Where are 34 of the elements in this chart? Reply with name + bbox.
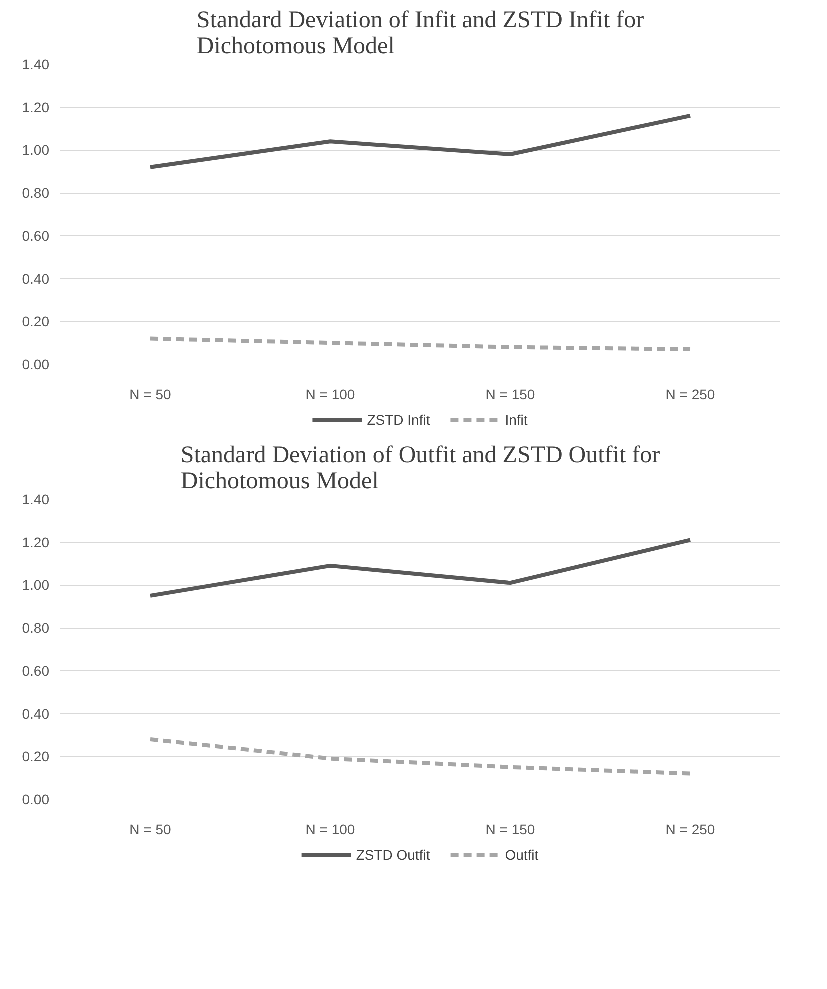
chart-title: Standard Deviation of Outfit and ZSTD Outfit for Dichotomous Model xyxy=(180,442,660,494)
x-tick-label: N = 150 xyxy=(486,386,536,402)
y-tick-label: 0.20 xyxy=(22,748,50,765)
y-tick-label: 0.60 xyxy=(22,662,50,679)
x-tick-label: N = 150 xyxy=(486,822,536,838)
y-tick-label: 0.80 xyxy=(22,185,50,202)
x-tick-label: N = 50 xyxy=(130,386,172,402)
legend-label: Infit xyxy=(505,412,528,428)
legend-label: ZSTD Infit xyxy=(367,412,430,428)
line-series xyxy=(148,336,692,352)
y-tick-label: 0.20 xyxy=(22,314,50,330)
x-tick-label: N = 250 xyxy=(666,822,716,838)
y-tick-label: 0.00 xyxy=(22,792,50,808)
y-tick-label: 0.60 xyxy=(22,228,50,244)
legend-label: Outfit xyxy=(505,847,539,863)
y-tick-label: 0.80 xyxy=(22,620,50,636)
legend-label: ZSTD Outfit xyxy=(356,847,430,863)
y-tick-label: 0.40 xyxy=(22,706,50,722)
x-tick-label: N = 250 xyxy=(666,386,716,402)
y-tick-label: 1.20 xyxy=(22,534,50,550)
y-tick-label: 0.00 xyxy=(22,356,50,372)
line-series xyxy=(148,738,692,776)
y-tick-label: 1.00 xyxy=(22,142,50,158)
line-series xyxy=(148,114,692,170)
x-tick-label: N = 50 xyxy=(130,822,172,838)
x-tick-label: N = 100 xyxy=(306,822,356,838)
y-tick-label: 1.40 xyxy=(22,492,50,508)
line-series xyxy=(148,538,692,598)
x-tick-label: N = 100 xyxy=(306,386,356,402)
y-tick-label: 1.40 xyxy=(22,56,50,72)
y-tick-label: 1.00 xyxy=(22,577,50,594)
y-tick-label: 1.20 xyxy=(22,99,50,116)
y-tick-label: 0.40 xyxy=(22,270,50,287)
chart-title: Standard Deviation of Infit and ZSTD Infit for Dichotomous Model xyxy=(196,8,644,60)
